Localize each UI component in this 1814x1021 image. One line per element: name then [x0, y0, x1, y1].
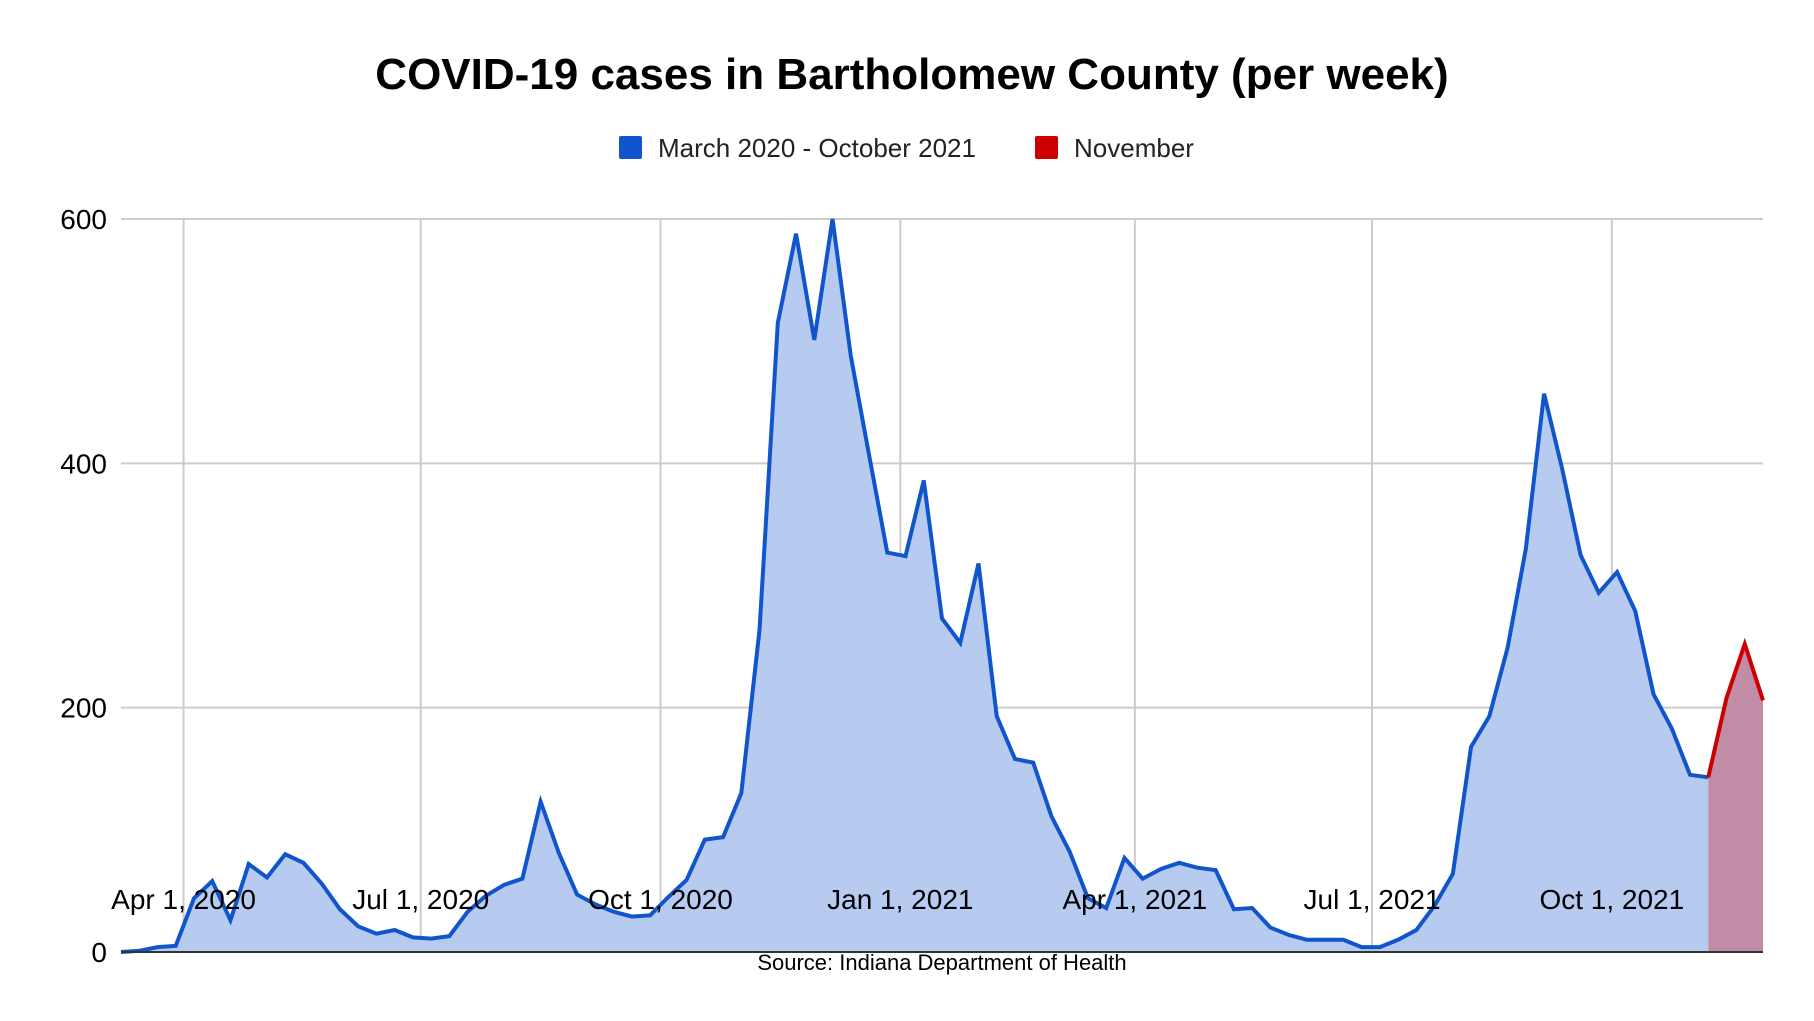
x-tick-label: Jan 1, 2021 [827, 884, 973, 915]
x-tick-label: Jul 1, 2021 [1304, 884, 1441, 915]
y-tick-label: 400 [60, 448, 107, 479]
x-tick-label: Apr 1, 2021 [1062, 884, 1207, 915]
x-axis-ticks: Apr 1, 2020 Jul 1, 2020 Oct 1, 2020 Jan 1, … [111, 884, 1684, 915]
chart-title: COVID-19 cases in Bartholomew County (pe… [375, 50, 1448, 99]
series-areas [121, 219, 1763, 952]
legend: March 2020 - October 2021 November [619, 133, 1194, 163]
legend-item-0[interactable]: March 2020 - October 2021 [619, 133, 976, 163]
series-lines [120, 218, 1765, 954]
line-series-0 [120, 218, 1709, 954]
x-tick-label: Jul 1, 2020 [352, 884, 489, 915]
x-tick-label: Oct 1, 2020 [588, 884, 733, 915]
source-note: Source: Indiana Department of Health [757, 950, 1126, 975]
x-tick-label: Apr 1, 2020 [111, 884, 256, 915]
legend-swatch-1 [1035, 136, 1058, 159]
y-tick-label: 600 [60, 204, 107, 235]
line-series-1 [1706, 637, 1765, 778]
legend-swatch-0 [619, 136, 642, 159]
x-tick-label: Oct 1, 2021 [1539, 884, 1684, 915]
legend-item-1[interactable]: November [1035, 133, 1194, 163]
area-fill-series-1 [1708, 644, 1763, 952]
y-tick-label: 0 [91, 937, 107, 968]
legend-label-0: March 2020 - October 2021 [658, 133, 976, 163]
y-axis-ticks: 0 200 400 600 [60, 204, 107, 968]
area-fill-series-0 [121, 219, 1709, 952]
legend-label-1: November [1074, 133, 1194, 163]
y-tick-label: 200 [60, 693, 107, 724]
